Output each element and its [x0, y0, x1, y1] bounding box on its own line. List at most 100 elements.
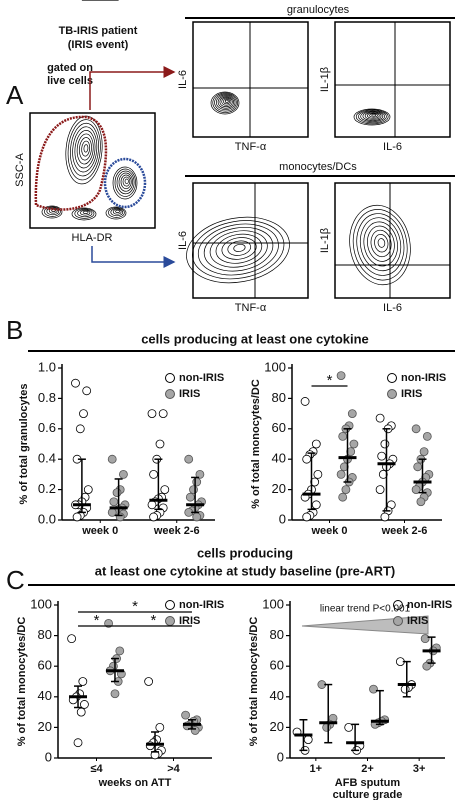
data-point: [422, 431, 432, 441]
data-point: [104, 618, 113, 628]
data-point: [79, 409, 88, 419]
data-point: [78, 677, 88, 686]
panel-title: cells producing: [197, 545, 293, 560]
data-point: [149, 469, 158, 479]
legend-marker: [165, 389, 175, 399]
contour: [359, 217, 402, 272]
y-tick-label: 60: [272, 420, 286, 435]
data-point: [192, 512, 202, 522]
contour: [41, 205, 63, 219]
data-point: [185, 492, 195, 502]
contour: [77, 209, 93, 218]
y-tick-label: 20: [272, 481, 286, 496]
contour: [214, 93, 237, 112]
data-point: [73, 738, 83, 748]
patient-label: (IRIS event): [68, 39, 129, 51]
y-tick-label: 40: [38, 688, 52, 703]
contour: [370, 229, 392, 258]
contour: [366, 112, 380, 119]
y-tick-label: 80: [270, 627, 284, 642]
contour: [369, 113, 378, 118]
contour: [221, 97, 232, 106]
contour: [79, 137, 92, 161]
contour: [223, 98, 231, 105]
significance-label: *: [327, 372, 333, 389]
legend-label: IRIS: [179, 615, 200, 627]
data-point: [322, 723, 332, 732]
x-axis-label: AFB sputum: [335, 777, 401, 789]
x-tick-label: week 2-6: [381, 525, 428, 537]
data-point: [413, 462, 423, 472]
x-tick-label: 1+: [310, 763, 323, 775]
data-point: [310, 477, 320, 487]
contour: [108, 207, 125, 218]
contour: [360, 110, 386, 123]
contour: [105, 206, 127, 220]
x-axis-label: weeks on ATT: [98, 777, 172, 789]
contour: [112, 166, 138, 200]
contour: [118, 172, 134, 192]
contour: [356, 213, 405, 276]
data-point: [119, 469, 128, 479]
y-tick-label: 1.0: [38, 359, 56, 374]
contour: [367, 225, 395, 262]
data-point: [189, 485, 198, 495]
gate-plot-frame: [29, 112, 156, 229]
flow-plot-frame: [334, 182, 451, 299]
contour: [192, 220, 285, 280]
gate-arrow: [91, 246, 176, 268]
contour: [364, 111, 382, 120]
data-point: [416, 497, 426, 507]
contour: [124, 178, 129, 184]
data-point: [155, 723, 165, 732]
contour: [224, 99, 229, 103]
data-point: [112, 488, 122, 498]
group-title: granulocytes: [287, 4, 350, 16]
data-point: [338, 431, 348, 441]
panel-label: A: [6, 80, 24, 110]
contour: [203, 227, 274, 272]
x-tick-label: >4: [167, 763, 180, 775]
contour: [67, 119, 101, 181]
axis-label: IL-6: [177, 231, 189, 250]
contour: [210, 91, 240, 115]
data-point: [144, 677, 154, 686]
legend-marker: [165, 616, 175, 626]
y-tick-label: 60: [38, 658, 52, 673]
y-tick-label: 40: [272, 451, 286, 466]
gating-label: live cells: [47, 75, 93, 87]
contour: [112, 209, 122, 215]
contour: [69, 122, 99, 177]
contour: [363, 221, 398, 267]
patient-label: TB-IRIS patient: [59, 25, 138, 37]
data-point: [195, 469, 205, 479]
legend-marker: [165, 373, 175, 383]
contour: [72, 126, 98, 173]
y-tick-label: 80: [38, 627, 52, 642]
gate-arrow: [89, 66, 176, 110]
data-point: [302, 454, 312, 464]
panel-title: at least one cytokine at study baseline …: [95, 563, 396, 578]
y-tick-label: 0.0: [38, 511, 56, 526]
data-point: [375, 413, 385, 423]
contour: [82, 210, 89, 214]
data-point: [313, 469, 323, 479]
legend-label: IRIS: [179, 388, 200, 400]
legend-label: non-IRIS: [401, 372, 446, 384]
x-tick-label: ≤4: [90, 763, 103, 775]
data-point: [349, 439, 359, 449]
data-point: [378, 469, 388, 479]
legend-label: non-IRIS: [179, 599, 224, 611]
data-point: [339, 462, 349, 472]
data-point: [181, 710, 190, 720]
data-point: [411, 424, 421, 434]
data-point: [72, 512, 82, 522]
axis-label: IL-6: [177, 70, 189, 89]
data-point: [336, 371, 346, 381]
gate: [34, 115, 108, 211]
legend-label: IRIS: [401, 388, 422, 400]
data-point: [158, 409, 168, 419]
contour: [362, 111, 384, 121]
axis-label: IL-6: [383, 302, 402, 314]
